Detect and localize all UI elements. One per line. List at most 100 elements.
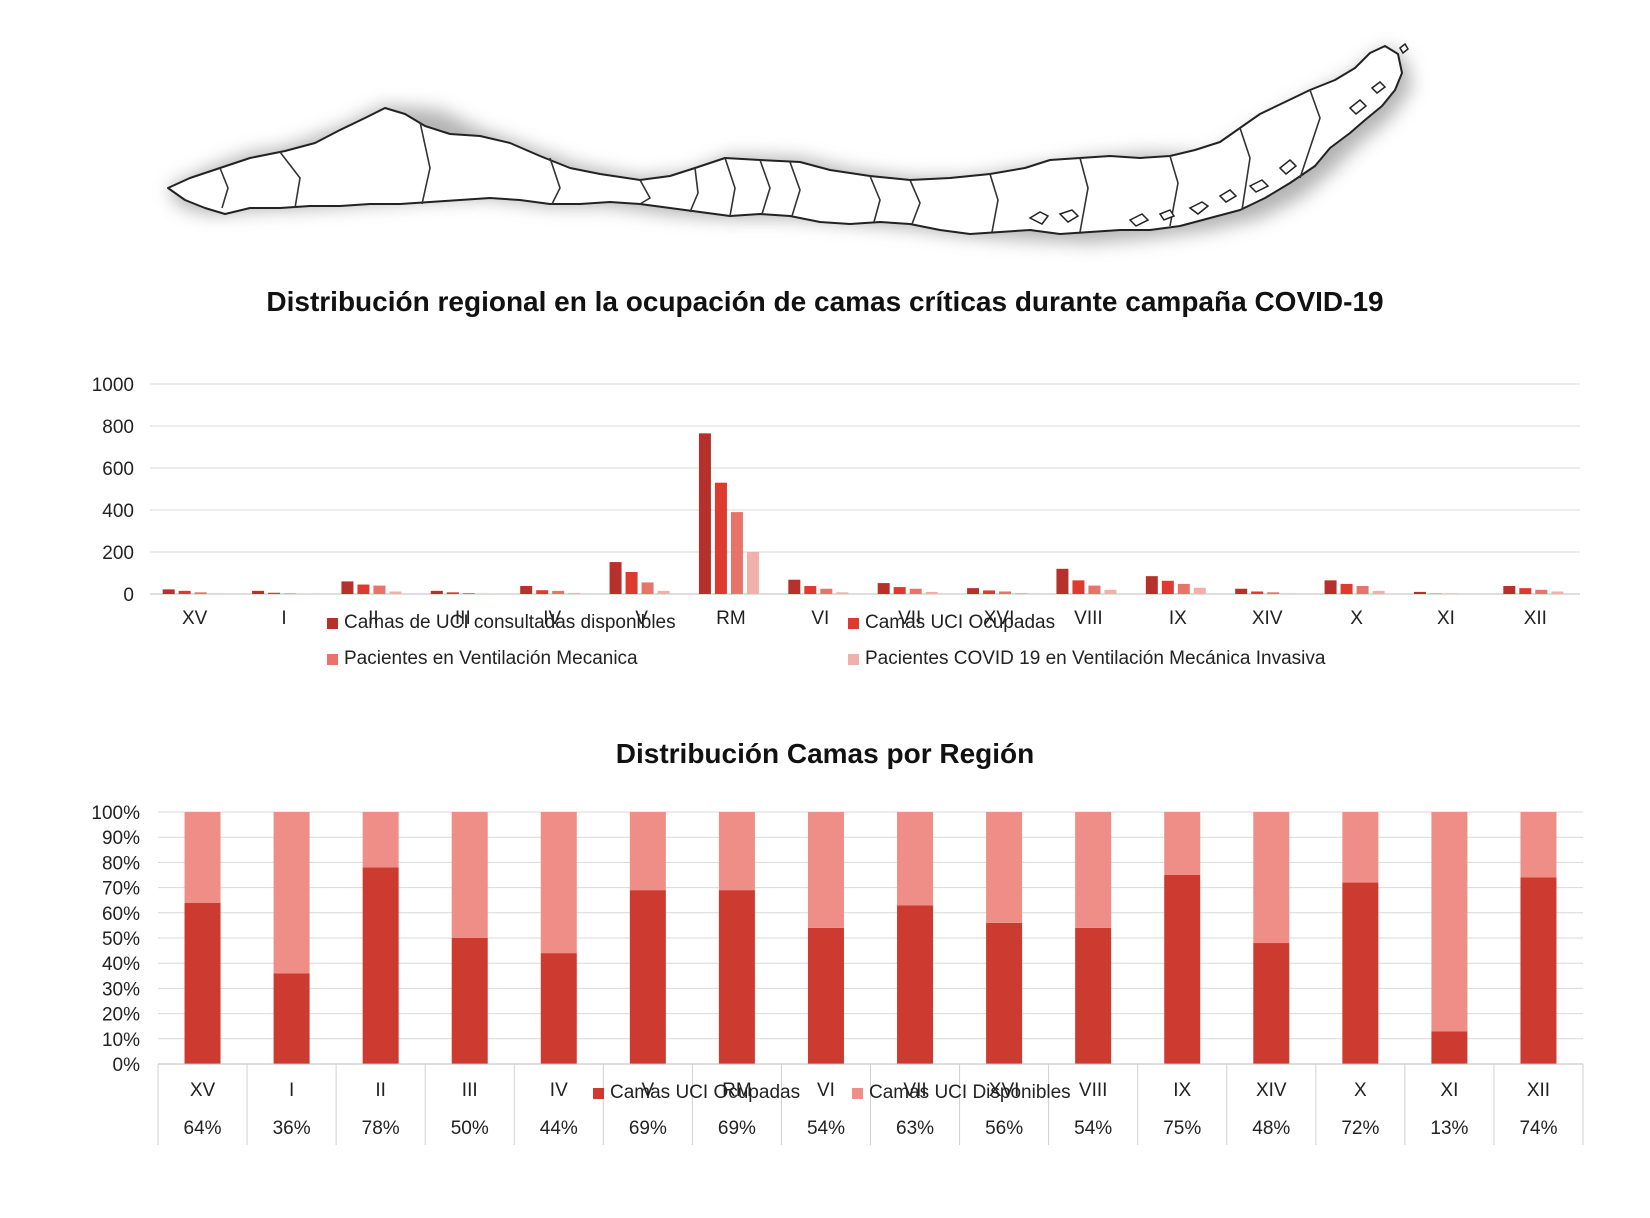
x-tick-label: XV bbox=[182, 608, 208, 629]
y-tick-label: 80% bbox=[102, 853, 140, 874]
stacked-bar-segment bbox=[184, 902, 221, 1064]
x-tick-label: VI bbox=[817, 1080, 835, 1101]
legend-item: Camas UCI Ocupadas bbox=[593, 1082, 800, 1104]
x-tick-label: X bbox=[1354, 1080, 1367, 1101]
x-tick-label: I bbox=[281, 608, 286, 629]
x-tick-label: III bbox=[455, 608, 471, 629]
stacked-bar-segment bbox=[273, 812, 310, 974]
bar bbox=[536, 590, 549, 594]
bar bbox=[357, 584, 370, 594]
x-tick-label: VI bbox=[811, 608, 829, 629]
stacked-bar-segment bbox=[1164, 812, 1201, 875]
table-value-label: 74% bbox=[1519, 1118, 1557, 1139]
x-tick-label: XVI bbox=[989, 1080, 1020, 1101]
bar bbox=[730, 512, 743, 594]
table-value-label: 48% bbox=[1252, 1118, 1290, 1139]
legend-item: Camas UCI Disponibles bbox=[852, 1082, 1071, 1104]
stacked-bar-segment bbox=[540, 812, 577, 954]
stacked-bar-segment bbox=[986, 812, 1023, 923]
bar bbox=[1324, 580, 1337, 594]
legend-label: Camas UCI Disponibles bbox=[869, 1082, 1071, 1103]
y-tick-label: 30% bbox=[102, 979, 140, 1000]
bar bbox=[1251, 591, 1264, 594]
x-tick-label: XIV bbox=[1252, 608, 1283, 629]
stacked-bar-segment bbox=[897, 812, 934, 906]
stacked-bar-segment bbox=[1164, 875, 1201, 1064]
y-tick-label: 1000 bbox=[92, 375, 134, 396]
stacked-bar-segment bbox=[807, 927, 844, 1064]
stacked-bar-segment bbox=[362, 867, 399, 1064]
table-value-label: 64% bbox=[184, 1118, 222, 1139]
bar bbox=[568, 592, 581, 594]
stacked-bar-segment bbox=[1075, 927, 1112, 1064]
legend-label: Camas UCI Ocupadas bbox=[865, 612, 1056, 633]
stacked-bar-segment bbox=[1342, 812, 1379, 883]
bar bbox=[1356, 586, 1369, 594]
legend-swatch bbox=[852, 1087, 863, 1099]
y-tick-label: 40% bbox=[102, 954, 140, 975]
table-value-label: 44% bbox=[540, 1118, 578, 1139]
chile-regions-map bbox=[167, 42, 1412, 243]
stacked-bar-segment bbox=[1253, 812, 1290, 944]
x-tick-label: IX bbox=[1173, 1080, 1191, 1101]
y-tick-label: 600 bbox=[102, 459, 134, 480]
table-value-label: 72% bbox=[1341, 1118, 1379, 1139]
x-tick-label: X bbox=[1350, 608, 1363, 629]
y-tick-label: 60% bbox=[102, 904, 140, 925]
bar bbox=[820, 588, 833, 594]
x-tick-label: II bbox=[368, 608, 379, 629]
stacked-bar-segment bbox=[1431, 1031, 1468, 1064]
legend-label: Pacientes COVID 19 en Ventilación Mecáni… bbox=[865, 648, 1326, 669]
table-value-label: 78% bbox=[362, 1118, 400, 1139]
bar bbox=[284, 593, 297, 594]
bar bbox=[1340, 583, 1353, 594]
stacked-bar-segment bbox=[273, 973, 310, 1064]
y-tick-label: 100% bbox=[91, 803, 140, 824]
stacked-bar-segment bbox=[897, 905, 934, 1064]
bar bbox=[462, 592, 475, 594]
x-tick-label: XII bbox=[1527, 1080, 1550, 1101]
bar bbox=[1015, 592, 1028, 594]
table-value-label: 36% bbox=[273, 1118, 311, 1139]
bar bbox=[1161, 580, 1174, 594]
x-tick-label: VII bbox=[898, 608, 921, 629]
bar bbox=[1267, 592, 1280, 594]
x-tick-label: RM bbox=[722, 1080, 752, 1101]
bar bbox=[162, 589, 175, 594]
x-tick-label: VIII bbox=[1074, 608, 1103, 629]
legend-swatch bbox=[848, 653, 859, 665]
bar bbox=[1551, 591, 1564, 594]
x-tick-label: IX bbox=[1169, 608, 1187, 629]
bar bbox=[389, 591, 402, 594]
y-tick-label: 0% bbox=[113, 1055, 141, 1076]
bar bbox=[836, 592, 849, 594]
x-tick-label: XV bbox=[190, 1080, 216, 1101]
x-tick-label: IV bbox=[543, 608, 561, 629]
legend-label: Camas de UCI consultadas disponibles bbox=[344, 612, 676, 633]
y-tick-label: 200 bbox=[102, 543, 134, 564]
y-tick-label: 70% bbox=[102, 879, 140, 900]
bar bbox=[268, 592, 281, 594]
bar bbox=[967, 588, 980, 594]
stacked-bar-segment bbox=[1253, 943, 1290, 1064]
bar bbox=[657, 590, 670, 594]
bar bbox=[341, 581, 354, 594]
stacked-bar-segment bbox=[184, 812, 221, 903]
table-value-label: 54% bbox=[1074, 1118, 1112, 1139]
y-tick-label: 400 bbox=[102, 501, 134, 522]
bar bbox=[1535, 589, 1548, 594]
y-tick-label: 800 bbox=[102, 417, 134, 438]
bar bbox=[252, 590, 265, 594]
y-tick-label: 10% bbox=[102, 1030, 140, 1051]
x-tick-label: XI bbox=[1440, 1080, 1458, 1101]
legend-label: Camas UCI Ocupadas bbox=[610, 1082, 801, 1103]
bar bbox=[909, 588, 922, 594]
bar bbox=[446, 592, 459, 594]
x-tick-label: V bbox=[635, 608, 648, 629]
x-tick-label: XI bbox=[1437, 608, 1455, 629]
table-value-label: 63% bbox=[896, 1118, 934, 1139]
stacked-bar-segment bbox=[718, 890, 755, 1064]
x-tick-label: I bbox=[289, 1080, 294, 1101]
x-tick-label: II bbox=[375, 1080, 386, 1101]
